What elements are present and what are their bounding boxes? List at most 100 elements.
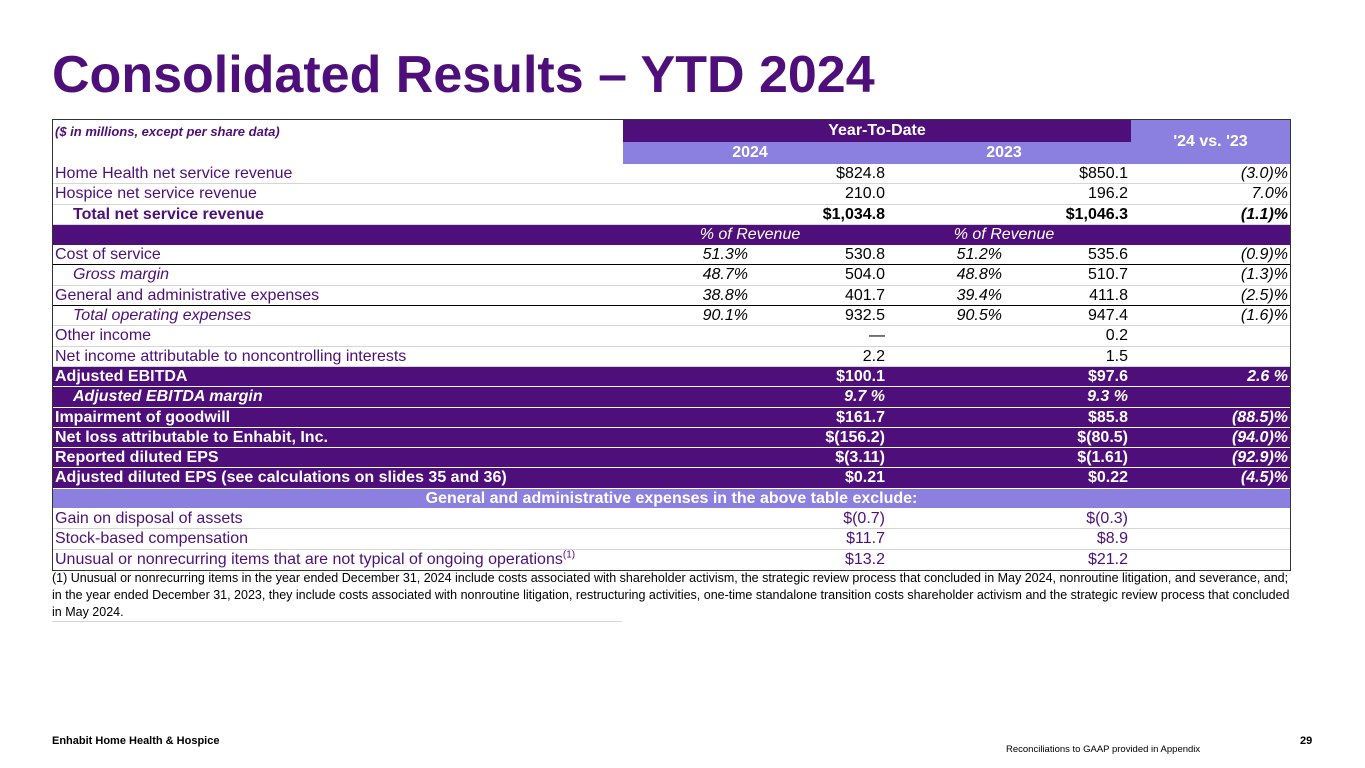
table-row-highlight: Adjusted diluted EPS (see calculations o… bbox=[53, 468, 1290, 489]
row-label: Gross margin bbox=[73, 266, 170, 284]
table-row: Stock-based compensation $11.7 $8.9 bbox=[53, 529, 1290, 550]
value-2024: 401.7 bbox=[844, 286, 885, 304]
row-label: Stock-based compensation bbox=[55, 530, 248, 548]
table-row: General and administrative expenses 38.8… bbox=[53, 286, 1290, 307]
value-2023: 947.4 bbox=[1087, 307, 1128, 325]
value-2023: 9.3 % bbox=[1087, 388, 1128, 406]
pct-2023: 39.4% bbox=[956, 286, 1002, 304]
change-value: (94.0)% bbox=[1231, 428, 1288, 446]
row-label: Net income attributable to noncontrollin… bbox=[55, 347, 407, 365]
value-2023: 510.7 bbox=[1087, 266, 1128, 284]
value-2023: $21.2 bbox=[1087, 550, 1128, 568]
change-value: (1.1)% bbox=[1240, 205, 1288, 223]
footnote: (1) Unusual or nonrecurring items in the… bbox=[52, 571, 1290, 619]
value-2023: $850.1 bbox=[1079, 165, 1128, 182]
table-row: Hospice net service revenue 210.0 196.2 … bbox=[53, 184, 1290, 205]
change-value: (2.5)% bbox=[1240, 286, 1288, 304]
value-2024: $11.7 bbox=[846, 530, 885, 548]
row-label-text: Unusual or nonrecurring items that are n… bbox=[55, 550, 563, 568]
value-2024: $(156.2) bbox=[825, 428, 885, 446]
value-2024: 2.2 bbox=[862, 347, 885, 365]
units-note: ($ in millions, except per share data) bbox=[55, 124, 280, 139]
value-2023: $1,046.3 bbox=[1065, 205, 1128, 223]
value-2024: $161.7 bbox=[836, 408, 885, 426]
pct-2024: 90.1% bbox=[702, 307, 748, 325]
value-2024: 530.8 bbox=[844, 246, 885, 264]
value-2023: $(0.3) bbox=[1086, 510, 1128, 528]
change-value: 2.6 % bbox=[1247, 367, 1288, 385]
percent-of-revenue-header: % of Revenue % of Revenue bbox=[53, 224, 1290, 246]
value-2023: 0.2 bbox=[1105, 327, 1128, 345]
pct-2024: 51.3% bbox=[702, 246, 748, 264]
pct-2023: 51.2% bbox=[956, 246, 1002, 264]
table-row-highlight: Adjusted EBITDA $100.1 $97.6 2.6 % bbox=[53, 366, 1290, 388]
table-row: Gain on disposal of assets $(0.7) $(0.3) bbox=[53, 509, 1290, 530]
row-label: Reported diluted EPS bbox=[55, 449, 219, 467]
column-header-change: '24 vs. '23 bbox=[1173, 133, 1248, 150]
value-2023: $85.8 bbox=[1087, 408, 1128, 426]
value-2024: 210.0 bbox=[844, 185, 885, 203]
header-band bbox=[623, 142, 1290, 164]
pct-2024: 48.7% bbox=[702, 266, 748, 284]
value-2024: 9.7 % bbox=[844, 388, 885, 406]
table-row: Home Health net service revenue $824.8 $… bbox=[53, 164, 1290, 185]
value-2023: 196.2 bbox=[1087, 185, 1128, 203]
table-row-highlight: Impairment of goodwill $161.7 $85.8 (88.… bbox=[53, 407, 1290, 428]
column-header-2024: 2024 bbox=[732, 144, 768, 161]
page-number: 29 bbox=[1300, 735, 1313, 747]
row-label: Adjusted diluted EPS (see calculations o… bbox=[55, 469, 507, 487]
table-row: Unusual or nonrecurring items that are n… bbox=[53, 550, 1290, 570]
row-label: Total net service revenue bbox=[73, 205, 264, 223]
table-row-highlight: Adjusted EBITDA margin 9.7 % 9.3 % bbox=[53, 387, 1290, 408]
change-value: 7.0% bbox=[1251, 185, 1288, 203]
row-label: Impairment of goodwill bbox=[55, 408, 231, 426]
value-2023: $97.6 bbox=[1087, 367, 1128, 385]
footnote-marker: (1) bbox=[562, 549, 576, 561]
row-label: Adjusted EBITDA bbox=[55, 367, 188, 385]
table-row-highlight: Reported diluted EPS $(3.11) $(1.61) (92… bbox=[53, 448, 1290, 469]
exclusions-header: General and administrative expenses in t… bbox=[53, 488, 1290, 510]
page-title: Consolidated Results – YTD 2024 bbox=[52, 46, 875, 104]
value-2024: $(0.7) bbox=[843, 510, 885, 528]
value-2023: 411.8 bbox=[1089, 286, 1128, 304]
table-header-row-2: 2024 2023 '24 vs. '23 bbox=[53, 133, 1290, 164]
value-2023: 535.6 bbox=[1087, 246, 1128, 264]
table-row-total: Total net service revenue $1,034.8 $1,04… bbox=[53, 205, 1290, 225]
table-row-highlight: Net loss attributable to Enhabit, Inc. $… bbox=[53, 427, 1290, 449]
value-2023: $(1.61) bbox=[1077, 449, 1128, 467]
change-header-fill bbox=[1131, 120, 1290, 142]
value-2024: 504.0 bbox=[844, 266, 885, 284]
column-header-2023: 2023 bbox=[986, 144, 1022, 161]
value-2024: $(3.11) bbox=[835, 449, 885, 467]
reconciliation-note: Reconciliations to GAAP provided in Appe… bbox=[1006, 744, 1201, 755]
row-label: Other income bbox=[55, 327, 152, 345]
row-label: Net loss attributable to Enhabit, Inc. bbox=[55, 428, 328, 446]
value-2023: 1.5 bbox=[1105, 347, 1128, 365]
table-row: Total operating expenses 90.1% 932.5 90.… bbox=[53, 306, 1290, 327]
value-2023: $(80.5) bbox=[1077, 428, 1128, 446]
value-2024: 932.5 bbox=[844, 307, 885, 325]
table-row: Other income — 0.2 bbox=[53, 326, 1290, 347]
row-label: Hospice net service revenue bbox=[55, 185, 257, 203]
pct-label-2024: % of Revenue bbox=[699, 225, 801, 243]
table-row: Gross margin 48.7% 504.0 48.8% 510.7 (1.… bbox=[53, 265, 1290, 286]
value-2024: $0.21 bbox=[844, 469, 885, 487]
table-row: Net income attributable to noncontrollin… bbox=[53, 347, 1290, 367]
row-label: Cost of service bbox=[55, 246, 161, 264]
value-2023: $0.22 bbox=[1087, 469, 1128, 487]
change-value: (1.3)% bbox=[1240, 266, 1288, 284]
change-value: (4.5)% bbox=[1240, 469, 1288, 487]
change-value: (1.6)% bbox=[1240, 307, 1288, 325]
footer-brand: Enhabit Home Health & Hospice bbox=[52, 735, 220, 747]
value-2024: $1,034.8 bbox=[822, 205, 885, 223]
row-label: Home Health net service revenue bbox=[55, 165, 293, 182]
row-label: Gain on disposal of assets bbox=[55, 510, 243, 528]
value-2024: $100.1 bbox=[836, 367, 885, 385]
value-2024: — bbox=[869, 327, 885, 345]
pct-2023: 90.5% bbox=[956, 307, 1002, 325]
change-value: (3.0)% bbox=[1240, 165, 1288, 182]
value-2024: $13.2 bbox=[844, 550, 885, 568]
row-label: Adjusted EBITDA margin bbox=[73, 388, 263, 406]
value-2024: $824.8 bbox=[836, 165, 885, 182]
change-value: (0.9)% bbox=[1240, 246, 1288, 264]
